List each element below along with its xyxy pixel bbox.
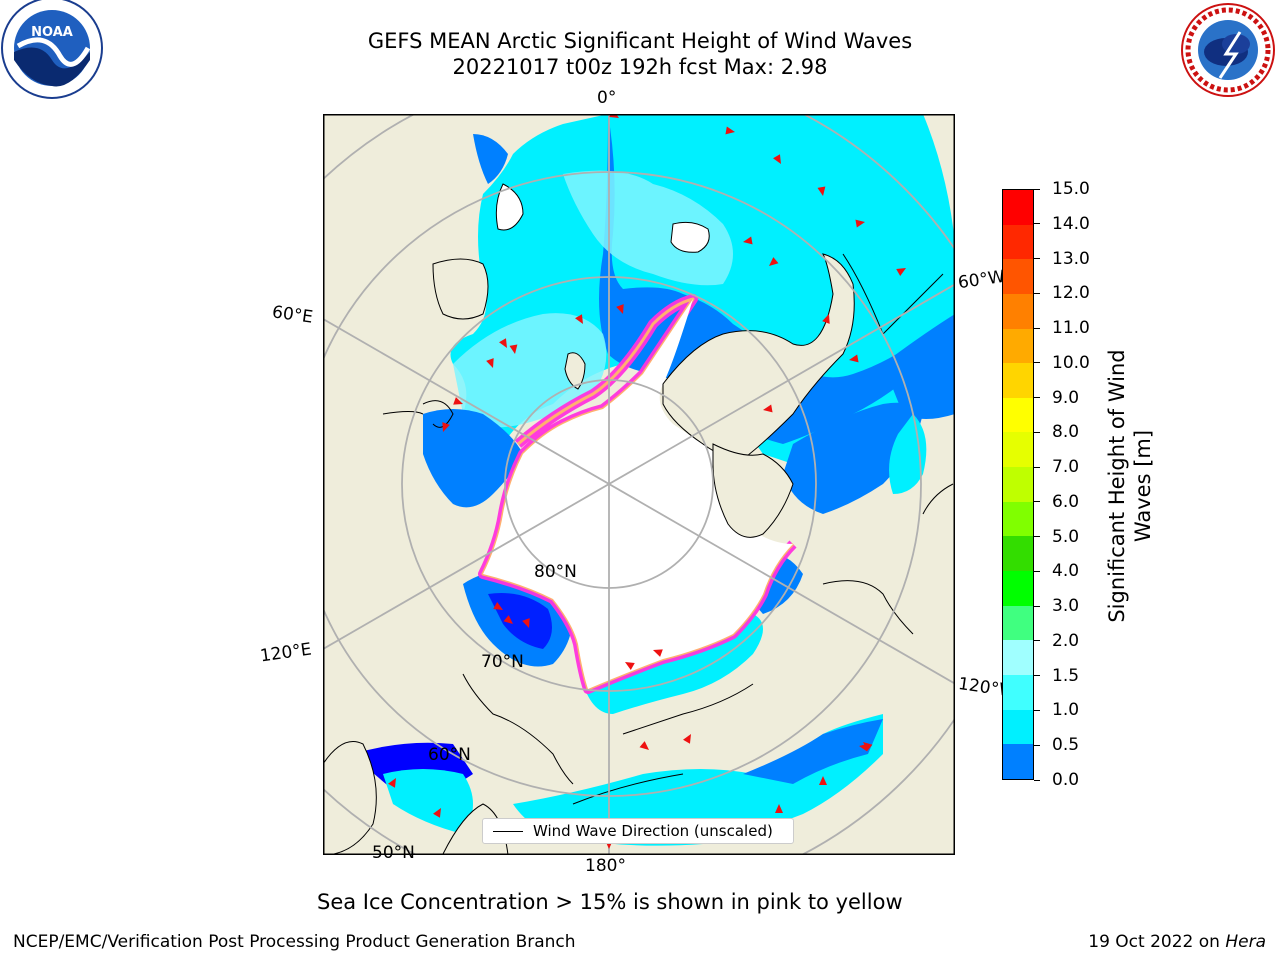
colorbar-tick-label: 13.0 <box>1052 248 1090 269</box>
colorbar-segment <box>1003 536 1033 572</box>
colorbar-segment <box>1003 709 1033 745</box>
colorbar-tick-mark <box>1034 258 1040 260</box>
colorbar-tick-label: 14.0 <box>1052 213 1090 234</box>
meridian-label-180: 180° <box>585 856 626 876</box>
colorbar-tick-mark <box>1034 709 1040 711</box>
colorbar-tick-mark <box>1034 362 1040 364</box>
chart-title-line2: 20221017 t00z 192h fcst Max: 2.98 <box>452 55 828 79</box>
footer-left: NCEP/EMC/Verification Post Processing Pr… <box>13 932 576 952</box>
scandinavia-land <box>432 258 489 320</box>
colorbar-tick-label: 2.0 <box>1052 630 1080 651</box>
parallel-label-70n: 70°N <box>481 652 524 672</box>
colorbar-segment <box>1003 293 1033 329</box>
colorbar-tick-mark <box>1034 292 1040 294</box>
colorbar-title-line1: Significant Height of Wind <box>1105 349 1129 623</box>
noaa-logo: NOAA <box>1 0 103 99</box>
colorbar-title-line2: Waves [m] <box>1131 429 1155 543</box>
map-frame <box>323 114 955 855</box>
graticule <box>323 114 955 855</box>
noaa-logo-text: NOAA <box>31 25 73 40</box>
colorbar-tick-label: 12.0 <box>1052 283 1090 304</box>
map-panel <box>323 114 955 855</box>
colorbar-tick-mark <box>1034 744 1040 746</box>
colorbar-segment <box>1003 501 1033 537</box>
colorbar-tick-mark <box>1034 397 1040 399</box>
novaya-zemlya-land <box>564 352 586 390</box>
colorbar-segment <box>1003 605 1033 641</box>
colorbar-tick-label: 11.0 <box>1052 318 1090 339</box>
colorbar-tick-label: 4.0 <box>1052 561 1080 582</box>
colorbar-tick-mark <box>1034 675 1040 677</box>
colorbar-segment <box>1003 744 1033 779</box>
colorbar-ticks: 15.0 14.0 13.0 12.0 11.0 10.0 9.0 8.0 7.0 6.0 5.0 4… <box>1034 179 1126 790</box>
colorbar-segment <box>1003 259 1033 294</box>
colorbar-segment <box>1003 224 1033 260</box>
colorbar-tick-mark <box>1034 570 1040 572</box>
legend-label: Wind Wave Direction (unscaled) <box>533 822 773 840</box>
archipelago-land <box>712 443 794 538</box>
colorbar-tick-mark <box>1034 640 1040 642</box>
colorbar-segment <box>1003 640 1033 675</box>
colorbar-segment <box>1003 571 1033 606</box>
colorbar-tick-mark <box>1034 431 1040 433</box>
colorbar-tick-label: 8.0 <box>1052 422 1080 443</box>
iceland-land <box>495 183 524 231</box>
colorbar-tick-mark <box>1034 779 1040 781</box>
colorbar-segment <box>1003 363 1033 398</box>
colorbar-tick-mark <box>1034 223 1040 225</box>
sea-ice <box>483 299 793 689</box>
sea-ice-caption: Sea Ice Concentration > 15% is shown in … <box>317 890 903 914</box>
colorbar-tick-label: 5.0 <box>1052 526 1080 547</box>
colorbar-tick-label: 1.0 <box>1052 700 1080 721</box>
colorbar-segment <box>1003 397 1033 433</box>
arctic-map <box>323 114 955 855</box>
meridian-label-60e: 60°E <box>270 302 315 328</box>
colorbar-tick-mark <box>1034 466 1040 468</box>
footer-host: Hera <box>1225 932 1266 952</box>
meridian-label-60w: 60°W <box>956 266 1007 294</box>
colorbar-tick-label: 9.0 <box>1052 387 1080 408</box>
colorbar-tick-mark <box>1034 536 1040 538</box>
svalbard-land <box>670 221 710 253</box>
map-legend: Wind Wave Direction (unscaled) <box>482 818 794 844</box>
parallel-label-80n: 80°N <box>534 562 577 582</box>
parallel-label-50n: 50°N <box>372 843 415 863</box>
chart-title-line1: GEFS MEAN Arctic Significant Height of W… <box>367 29 913 53</box>
colorbar-tick-mark <box>1034 501 1040 503</box>
colorbar-tick-label: 10.0 <box>1052 352 1090 373</box>
meridian-label-0: 0° <box>597 88 617 108</box>
colorbar-segment <box>1003 190 1033 225</box>
footer-date: 19 Oct 2022 on <box>1088 932 1226 952</box>
colorbar-segment <box>1003 328 1033 364</box>
colorbar-tick-label: 1.5 <box>1052 665 1080 686</box>
colorbar-tick-label: 15.0 <box>1052 179 1090 199</box>
legend-line-swatch <box>493 830 523 832</box>
colorbar <box>1002 189 1034 780</box>
colorbar-tick-label: 3.0 <box>1052 596 1080 617</box>
colorbar-segment <box>1003 467 1033 502</box>
nws-logo <box>1181 3 1275 97</box>
colorbar-segment <box>1003 432 1033 468</box>
colorbar-segment <box>1003 674 1033 710</box>
parallel-label-60n: 60°N <box>428 745 471 765</box>
colorbar-tick-label: 7.0 <box>1052 457 1080 478</box>
colorbar-tick-label: 0.0 <box>1052 770 1080 790</box>
colorbar-tick-mark <box>1034 327 1040 329</box>
kamchatka-land <box>323 741 377 855</box>
colorbar-tick-label: 0.5 <box>1052 735 1080 756</box>
meridian-label-120e: 120°E <box>258 639 313 667</box>
colorbar-tick-label: 6.0 <box>1052 491 1080 512</box>
footer-right: 19 Oct 2022 on Hera <box>1088 932 1266 952</box>
colorbar-tick-mark <box>1034 605 1040 607</box>
colorbar-tick-mark <box>1034 188 1040 190</box>
